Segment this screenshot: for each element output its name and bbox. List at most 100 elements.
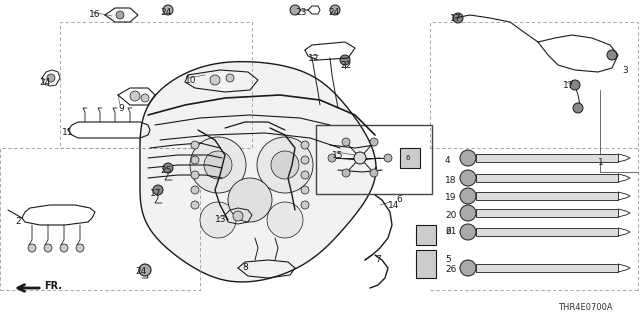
Circle shape: [460, 205, 476, 221]
Circle shape: [191, 201, 199, 209]
Text: 4: 4: [445, 156, 451, 164]
Text: 21: 21: [445, 228, 456, 236]
Circle shape: [47, 74, 55, 82]
Text: 10: 10: [185, 76, 196, 84]
Text: 6: 6: [405, 155, 410, 161]
Bar: [416, 225, 436, 245]
Text: 14: 14: [388, 201, 399, 210]
Circle shape: [460, 224, 476, 240]
Circle shape: [191, 171, 199, 179]
Text: 8: 8: [242, 263, 248, 273]
Text: 6: 6: [445, 228, 451, 236]
Text: 24: 24: [160, 7, 172, 17]
Text: 24: 24: [39, 77, 51, 86]
Circle shape: [200, 202, 236, 238]
Text: 3: 3: [622, 66, 628, 75]
Text: 25: 25: [160, 165, 172, 174]
Text: 15: 15: [332, 150, 344, 159]
Bar: [416, 250, 436, 278]
Circle shape: [573, 103, 583, 113]
Text: 24: 24: [328, 7, 339, 17]
Text: 22: 22: [340, 60, 351, 69]
Polygon shape: [140, 62, 376, 282]
Circle shape: [460, 260, 476, 276]
Bar: [476, 154, 618, 162]
Circle shape: [257, 137, 313, 193]
Text: 1: 1: [598, 157, 604, 166]
Text: 12: 12: [308, 53, 319, 62]
Circle shape: [384, 154, 392, 162]
Circle shape: [163, 5, 173, 15]
Circle shape: [453, 13, 463, 23]
Bar: [476, 174, 618, 182]
Circle shape: [130, 91, 140, 101]
Circle shape: [301, 171, 309, 179]
Circle shape: [342, 169, 350, 177]
Bar: [60, 22, 252, 148]
Bar: [0, 148, 200, 290]
Circle shape: [267, 202, 303, 238]
Circle shape: [301, 186, 309, 194]
Bar: [476, 228, 618, 236]
Text: 23: 23: [295, 7, 307, 17]
Text: FR.: FR.: [44, 281, 62, 291]
Text: 16: 16: [89, 10, 100, 19]
Circle shape: [330, 5, 340, 15]
Bar: [316, 125, 432, 194]
Text: 24: 24: [135, 268, 147, 276]
Circle shape: [191, 141, 199, 149]
Text: 18: 18: [445, 175, 456, 185]
Text: 11: 11: [62, 127, 74, 137]
Circle shape: [139, 264, 151, 276]
Circle shape: [233, 211, 243, 221]
Text: 5: 5: [445, 255, 451, 265]
Bar: [476, 264, 618, 272]
Circle shape: [44, 244, 52, 252]
Circle shape: [190, 137, 246, 193]
Circle shape: [76, 244, 84, 252]
Text: 17: 17: [563, 81, 575, 90]
Text: 26: 26: [445, 266, 456, 275]
Circle shape: [340, 55, 350, 65]
Circle shape: [290, 5, 300, 15]
Circle shape: [570, 80, 580, 90]
Circle shape: [204, 151, 232, 179]
Circle shape: [301, 156, 309, 164]
Circle shape: [460, 170, 476, 186]
Bar: [430, 22, 638, 148]
Circle shape: [116, 11, 124, 19]
Circle shape: [301, 201, 309, 209]
Circle shape: [370, 138, 378, 146]
Text: 9: 9: [118, 103, 124, 113]
Text: 17: 17: [450, 13, 461, 22]
Circle shape: [191, 156, 199, 164]
Circle shape: [191, 186, 199, 194]
Circle shape: [342, 138, 350, 146]
Text: 19: 19: [445, 194, 456, 203]
Text: 13: 13: [215, 215, 227, 225]
Circle shape: [271, 151, 299, 179]
Circle shape: [354, 152, 366, 164]
Circle shape: [153, 185, 163, 195]
Circle shape: [228, 178, 272, 222]
Circle shape: [226, 74, 234, 82]
Circle shape: [607, 50, 617, 60]
Circle shape: [163, 163, 173, 173]
Circle shape: [460, 188, 476, 204]
Circle shape: [460, 150, 476, 166]
Text: 2: 2: [15, 218, 20, 227]
Text: 20: 20: [445, 211, 456, 220]
Bar: [476, 192, 618, 200]
Text: 7: 7: [375, 255, 381, 265]
Circle shape: [301, 141, 309, 149]
Circle shape: [141, 94, 149, 102]
Text: 6: 6: [396, 196, 402, 204]
Bar: [400, 148, 420, 168]
Circle shape: [328, 154, 336, 162]
Circle shape: [370, 169, 378, 177]
Text: 17: 17: [150, 188, 161, 197]
Circle shape: [60, 244, 68, 252]
Text: THR4E0700A: THR4E0700A: [558, 303, 612, 313]
Bar: [476, 209, 618, 217]
Circle shape: [210, 75, 220, 85]
